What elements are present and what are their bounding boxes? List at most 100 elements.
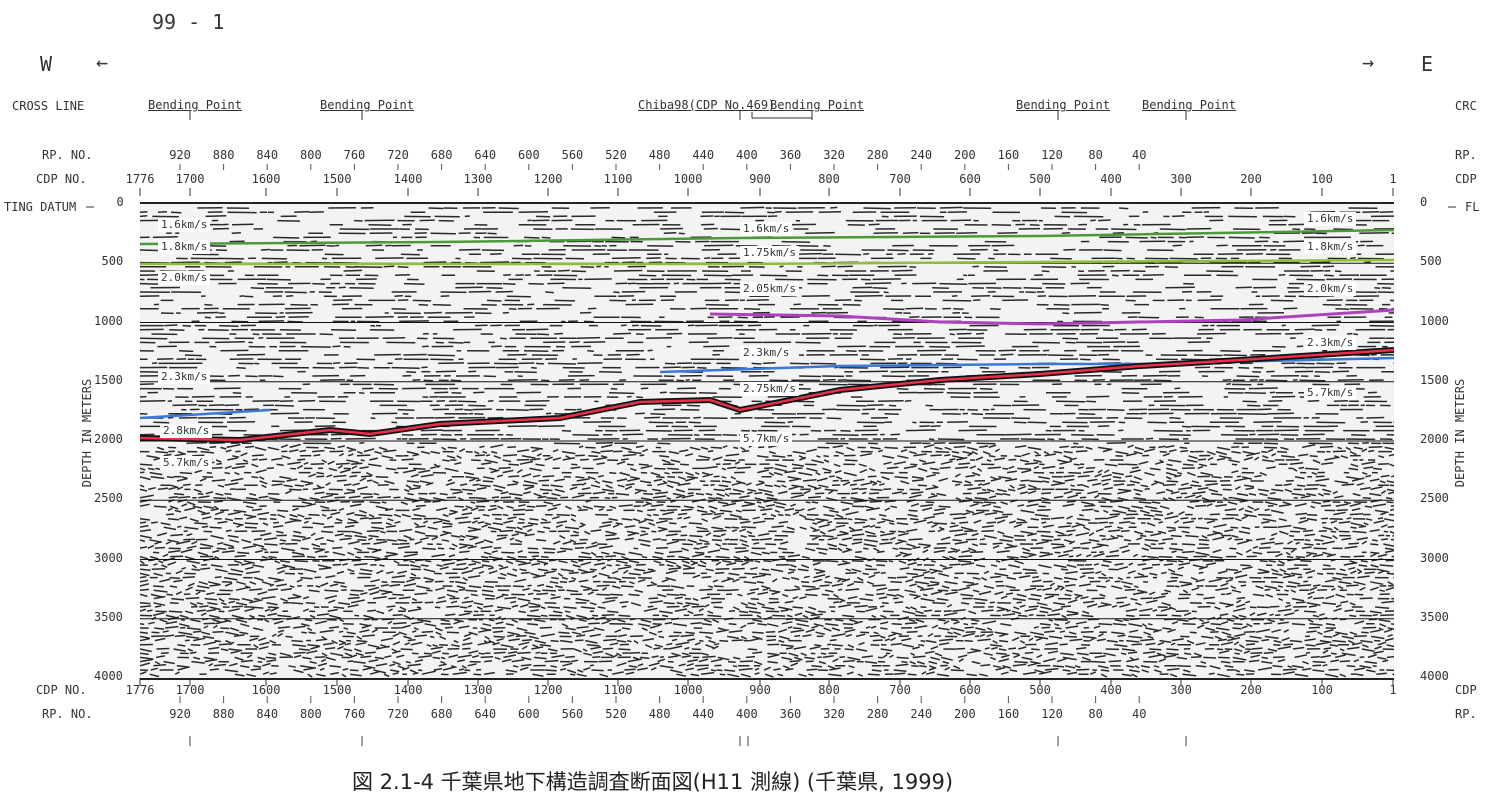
cdp-tick-label-bottom: 1200 [533, 683, 563, 697]
rp-tick-label: 920 [169, 148, 191, 162]
rp-tick-label: 160 [997, 148, 1020, 162]
cdp-tick-label: 100 [1311, 172, 1333, 186]
rp-tick-label-bottom: 280 [866, 707, 889, 721]
velocity-label: 2.0km/s [158, 271, 211, 285]
horizon-lightgreen [140, 258, 1394, 266]
depth-tick-label-left: 3000 [94, 550, 123, 565]
velocity-label: 2.8km/s [160, 424, 213, 438]
rp-tick-label-bottom: 640 [474, 707, 497, 721]
rp-tick-label: 40 [1132, 148, 1147, 162]
depth-tick-label-right: 1500 [1420, 372, 1449, 387]
rp-tick-label-bottom: 40 [1132, 707, 1147, 721]
cdp-tick-label-bottom: 100 [1311, 683, 1333, 697]
depth-tick-label-right: 2500 [1420, 491, 1449, 506]
crossline-mark-label: Chiba98(CDP No.469) [638, 98, 776, 112]
depth-axis-label-left: DEPTH IN METERS [80, 378, 94, 488]
depth-tick-label-left: 2000 [94, 432, 123, 446]
rp-tick-label: 640 [474, 148, 497, 162]
velocity-label: 1.6km/s [158, 218, 211, 232]
cdp-tick-label-bottom: 500 [1029, 683, 1051, 697]
rp-no-label-right: RP. [1455, 148, 1477, 162]
depth-tick-label-right: 3500 [1420, 609, 1449, 624]
cdp-tick-label-bottom: 1300 [463, 683, 493, 697]
horizon-magenta [709, 308, 1394, 326]
velocity-label: 1.8km/s [158, 240, 211, 254]
cdp-tick-label-bottom: 400 [1100, 683, 1122, 697]
cdp-tick-label: 1600 [251, 172, 281, 186]
rp-tick-label-bottom: 480 [648, 707, 671, 721]
depth-tick-label-right: 0 [1420, 195, 1428, 209]
west-arrow-icon: ← [96, 50, 109, 74]
rp-tick-label: 120 [1041, 148, 1063, 162]
cdp-tick-label-bottom: 800 [818, 683, 840, 697]
depth-axis-label-right: DEPTH IN METERS [1453, 378, 1467, 488]
rp-tick-label: 720 [387, 148, 409, 162]
rp-tick-label: 760 [343, 148, 366, 162]
rp-tick-label: 880 [212, 148, 235, 162]
rp-tick-label: 360 [779, 148, 802, 162]
rp-tick-label-bottom: 320 [823, 707, 845, 721]
cdp-tick-label-bottom: 1100 [603, 683, 633, 697]
depth-tick-label-right: 500 [1420, 254, 1442, 269]
rp-tick-label-bottom: 160 [997, 707, 1020, 721]
cdp-tick-label-bottom: 1776 [125, 683, 155, 697]
rp-tick-label: 800 [300, 148, 322, 162]
cdp-tick-label: 1500 [322, 172, 352, 186]
depth-tick-label-right: 1000 [1420, 313, 1449, 328]
cdp-tick-label: 500 [1029, 172, 1051, 186]
rp-tick-label: 240 [910, 148, 933, 162]
cdp-tick-label-bottom: 300 [1170, 683, 1192, 697]
velocity-label: 5.7km/s [160, 456, 213, 470]
depth-tick-label-right: 4000 [1420, 669, 1449, 683]
velocity-label: 2.05km/s [740, 282, 799, 296]
velocity-label: 5.7km/s [1304, 386, 1357, 400]
crossline-mark-label: Bending Point [1016, 98, 1110, 112]
rp-tick-label-bottom: 840 [256, 707, 279, 721]
depth-tick-label-right: 2000 [1420, 432, 1449, 446]
horizon-blue-west [140, 408, 271, 420]
horizon-green [140, 228, 1394, 246]
rp-tick-label-bottom: 720 [387, 707, 409, 721]
datum-label: TING DATUM [4, 200, 77, 214]
rp-tick-label-bottom: 80 [1088, 707, 1103, 721]
velocity-label: 5.7km/s [740, 432, 793, 446]
rp-tick-label-bottom: 760 [343, 707, 366, 721]
figure-caption: 図 2.1-4 千葉県地下構造調査断面図(H11 測線) (千葉県, 1999) [352, 770, 954, 794]
rp-tick-label-bottom: 520 [605, 707, 627, 721]
east-label: E [1421, 52, 1434, 76]
velocity-label: 2.3km/s [740, 346, 793, 360]
rp-tick-label-bottom: 920 [169, 707, 191, 721]
reflection-traces [140, 206, 1394, 678]
cdp-no-label-bottom: CDP NO. [36, 683, 87, 697]
cdp-tick-label: 200 [1240, 172, 1262, 186]
cdp-tick-label: 1300 [463, 172, 493, 186]
velocity-label: 1.8km/s [1304, 240, 1357, 254]
cdp-tick-label: 1000 [673, 172, 703, 186]
depth-tick-label-left: 1000 [94, 313, 123, 328]
rp-tick-label: 200 [954, 148, 976, 162]
rp-tick-label: 280 [866, 148, 889, 162]
rp-tick-label-bottom: 360 [779, 707, 802, 721]
rp-tick-label: 400 [736, 148, 758, 162]
rp-tick-label-bottom: 120 [1041, 707, 1063, 721]
cdp-tick-label-bottom: 900 [749, 683, 771, 697]
rp-tick-label: 320 [823, 148, 845, 162]
cdp-tick-label: 600 [959, 172, 981, 186]
rp-no-label: RP. NO. [42, 148, 93, 162]
cdp-tick-label: 400 [1100, 172, 1122, 186]
rp-tick-label-bottom: 240 [910, 707, 933, 721]
depth-tick-label-left: 4000 [94, 669, 123, 683]
cdp-tick-label-bottom: 1000 [673, 683, 703, 697]
cdp-tick-label-bottom: 1400 [393, 683, 423, 697]
cdp-tick-label-bottom: 700 [889, 683, 911, 697]
figure-number: 99 - 1 [152, 10, 225, 34]
cdp-tick-label: 900 [749, 172, 771, 186]
cross-line-label: CROSS LINE [12, 99, 85, 113]
depth-tick-label-left: 2500 [94, 491, 123, 506]
rp-tick-label: 680 [430, 148, 453, 162]
depth-tick-label-left: 500 [101, 254, 124, 269]
rp-tick-label-bottom: 880 [212, 707, 235, 721]
depth-tick-label-left: 3500 [94, 609, 123, 624]
seismic-traces [140, 206, 1394, 678]
crossline-mark-label: Bending Point [1142, 98, 1236, 112]
